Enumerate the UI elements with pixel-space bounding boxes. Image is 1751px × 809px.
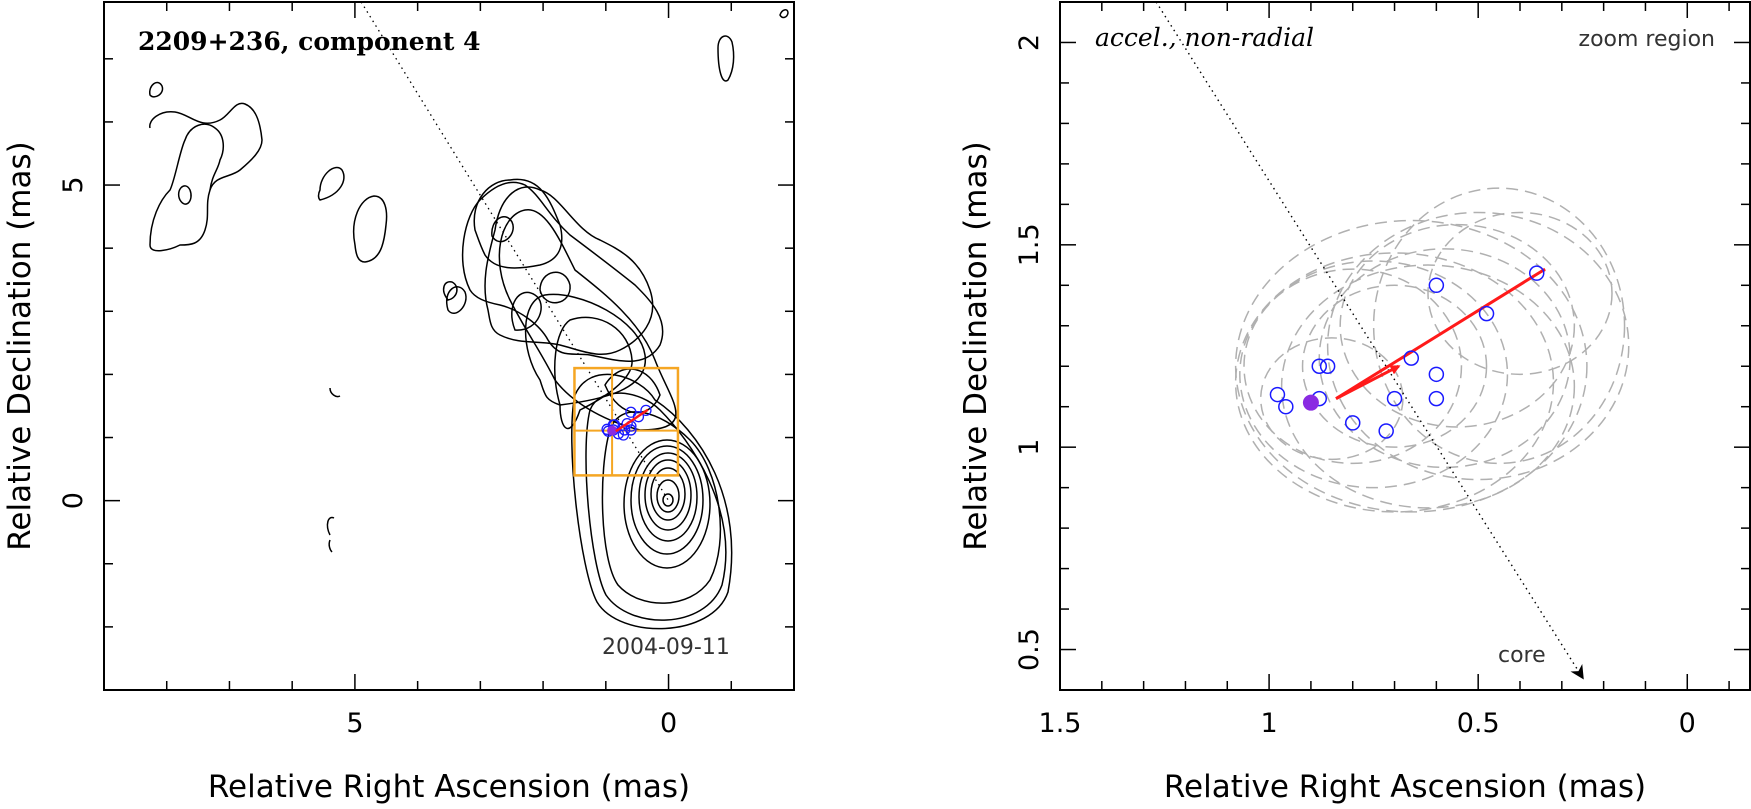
right-ticks: 1.5 1 0.5 0 0.5 1 1.5 2 [1014, 1, 1750, 739]
contour [524, 293, 646, 406]
y-tick-label: 0.5 [1014, 628, 1045, 671]
uncertainty-ellipse [1243, 268, 1463, 465]
right-plot-frame [1059, 1, 1751, 691]
left-plot-frame [103, 1, 795, 691]
x-tick-label: 1 [1260, 708, 1277, 739]
acceleration-arrow [1335, 364, 1401, 400]
position-point [1269, 386, 1286, 403]
uncertainty-ellipse [1427, 211, 1613, 376]
contour [491, 216, 514, 243]
right-x-axis-title: Relative Right Ascension (mas) [1164, 769, 1646, 805]
contour [461, 181, 664, 362]
position-point [1278, 398, 1294, 415]
position-point [1428, 366, 1445, 383]
uncertainty-ellipse [1372, 187, 1626, 465]
contour [601, 411, 722, 604]
y-tick-label: 5 [58, 176, 89, 193]
core-contour [630, 445, 704, 555]
y-tick-label: 1 [1014, 439, 1045, 456]
right-panel-title: accel., non-radial [1095, 23, 1314, 52]
position-point [1311, 358, 1328, 374]
contour [326, 516, 335, 553]
contour [571, 373, 733, 630]
x-tick-label: 0 [660, 708, 677, 739]
left-ticks: 5 0 5 0 [58, 2, 794, 739]
uncertainty-ellipse [1339, 223, 1576, 428]
position-point [1403, 350, 1420, 366]
contour [604, 368, 661, 414]
contour [717, 35, 735, 82]
position-point [1528, 265, 1545, 281]
reference-point [607, 425, 618, 436]
uncertainty-ellipses [1234, 187, 1630, 513]
left-panel-title: 2209+236, component 4 [138, 27, 481, 56]
contour [178, 185, 192, 205]
zoom-box [573, 366, 680, 477]
x-tick-label: 0.5 [1457, 708, 1500, 739]
contour [442, 281, 458, 301]
zoom-region-label: zoom region [1579, 27, 1715, 52]
y-tick-label: 0 [58, 492, 89, 509]
uncertainty-ellipse [1318, 248, 1571, 469]
contour-map [149, 9, 789, 630]
uncertainty-ellipse [1301, 284, 1488, 448]
position-point [1344, 415, 1361, 431]
position-point [1378, 423, 1394, 439]
contour [445, 286, 467, 314]
left-date-label: 2004-09-11 [602, 635, 730, 660]
core-contour [623, 439, 711, 569]
uncertainty-ellipse [1280, 264, 1576, 509]
position-point [640, 404, 652, 417]
core-contour [638, 452, 698, 542]
contour [498, 209, 677, 431]
contour [554, 316, 633, 430]
x-tick-label: 1.5 [1039, 708, 1082, 739]
left-x-axis-title: Relative Right Ascension (mas) [208, 769, 690, 805]
contour [539, 271, 571, 304]
position-point [621, 417, 633, 430]
x-tick-label: 5 [346, 708, 363, 739]
x-tick-label: 0 [1679, 708, 1696, 739]
core-contour [644, 459, 692, 531]
position-point [1428, 277, 1445, 294]
core-contour [662, 493, 674, 507]
core-direction-line [1155, 1, 1584, 680]
contour [473, 178, 563, 269]
contour [317, 166, 345, 201]
right-overlay [1155, 1, 1584, 680]
velocity-arrow [1335, 267, 1546, 400]
contour [779, 9, 789, 19]
uncertainty-ellipse [1234, 219, 1588, 513]
position-point [632, 411, 645, 423]
position-point [1386, 390, 1403, 407]
left-y-axis-title: Relative Declination (mas) [2, 141, 38, 551]
right-y-axis-title: Relative Declination (mas) [958, 141, 994, 551]
uncertainty-ellipse [1239, 260, 1509, 489]
position-point [1478, 305, 1495, 322]
left-overlay [360, 1, 680, 501]
jet-axis-line [360, 1, 670, 501]
contour [149, 102, 263, 191]
right-panel: 1.5 1 0.5 0 0.5 1 1.5 2 accel., non-radial zoom… [958, 1, 1751, 805]
position-point [1319, 358, 1336, 374]
contour [149, 123, 225, 252]
reference-point [1302, 394, 1319, 411]
uncertainty-ellipse [1326, 211, 1630, 481]
contour [353, 195, 388, 263]
contour [329, 387, 341, 398]
position-point [1428, 390, 1445, 407]
y-tick-label: 1.5 [1014, 223, 1045, 266]
left-panel: 5 0 5 0 [2, 1, 795, 805]
core-contour [656, 479, 680, 513]
position-point [625, 424, 637, 436]
core-contour [650, 467, 686, 521]
contour [149, 81, 164, 98]
contour [484, 186, 654, 356]
y-tick-label: 2 [1014, 34, 1045, 51]
uncertainty-ellipse [1259, 337, 1404, 461]
velocity-arrow [615, 408, 649, 433]
core-label: core [1498, 643, 1546, 668]
